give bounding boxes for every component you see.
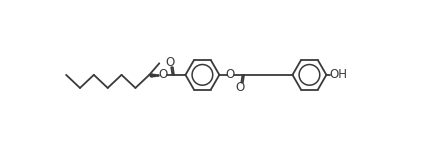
Text: O: O	[225, 68, 235, 81]
Text: OH: OH	[330, 68, 348, 81]
Text: O: O	[235, 81, 245, 94]
Text: O: O	[159, 68, 168, 81]
Text: O: O	[165, 56, 175, 69]
